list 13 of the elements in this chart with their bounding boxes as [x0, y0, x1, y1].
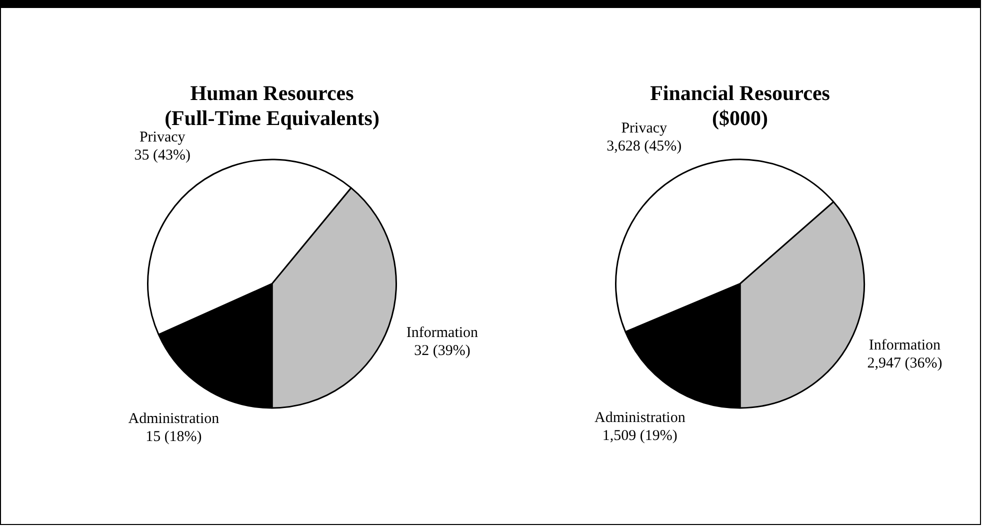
slice-label: Administration	[594, 410, 686, 426]
data-label: 32 (39%)	[414, 342, 470, 359]
slice-label: Information	[406, 324, 479, 341]
slice-label: Administration	[128, 411, 220, 428]
data-label: 1,509 (19%)	[602, 428, 678, 444]
data-label: 3,628 (45%)	[606, 138, 682, 155]
data-label: 35 (43%)	[134, 148, 190, 164]
slice-label: Information	[868, 338, 942, 354]
slice-label: Privacy	[621, 120, 668, 137]
slice-label: Privacy	[139, 130, 186, 146]
chart-title: Human Resources (Full-Time Equivalents)	[164, 81, 380, 130]
data-label: 15 (18%)	[146, 429, 202, 446]
data-label: 2,947 (36%)	[867, 356, 942, 372]
